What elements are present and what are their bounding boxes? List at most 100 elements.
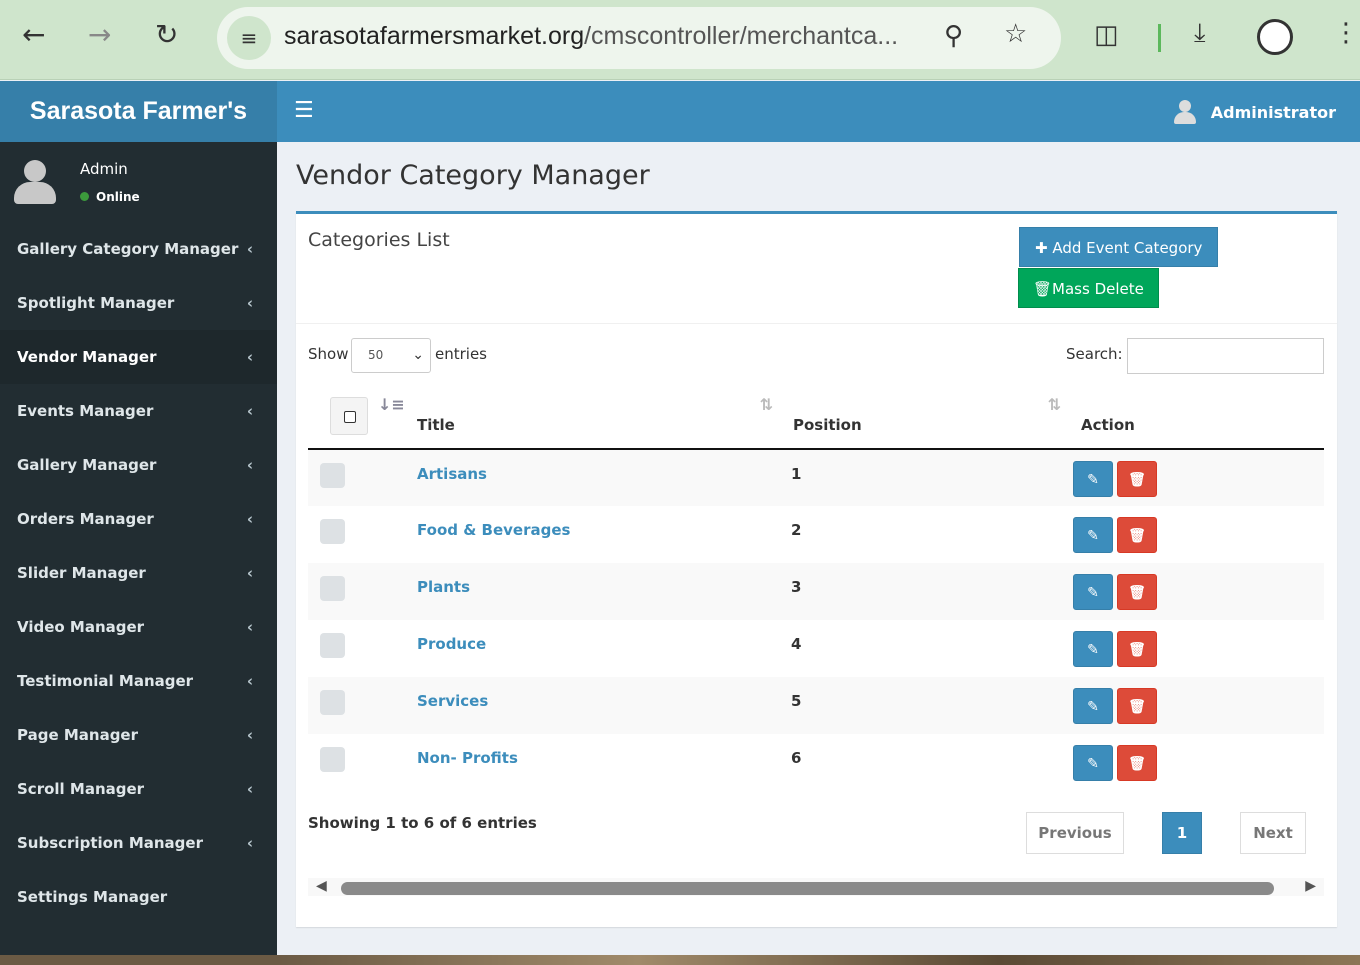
user-avatar-icon <box>1173 100 1197 124</box>
sidebar-item[interactable]: Video Manager ‹ <box>0 600 277 654</box>
sidebar-item[interactable]: Gallery Category Manager ‹ <box>0 222 277 276</box>
user-menu[interactable]: Administrator <box>1173 100 1336 124</box>
category-title-link[interactable]: Services <box>417 692 489 710</box>
sidebar-item[interactable]: Settings Manager <box>0 870 277 924</box>
delete-button[interactable]: 🗑 <box>1117 574 1157 610</box>
download-icon[interactable]: ⤓ <box>1194 18 1206 48</box>
row-checkbox[interactable] <box>320 576 345 601</box>
scroll-right-icon[interactable]: ▶ <box>1305 878 1316 894</box>
table-row: Non- Profits 6 ✎ 🗑 <box>308 734 1324 791</box>
sidebar-item[interactable]: Gallery Manager ‹ <box>0 438 277 492</box>
forward-icon[interactable]: → <box>88 18 112 51</box>
delete-button[interactable]: 🗑 <box>1117 461 1157 497</box>
delete-button[interactable]: 🗑 <box>1117 631 1157 667</box>
sidebar: Admin Online Gallery Category Manager ‹ Sp… <box>0 142 277 965</box>
edit-button[interactable]: ✎ <box>1073 574 1113 610</box>
hamburger-menu-icon[interactable]: ☰ <box>294 98 314 123</box>
select-all-checkbox[interactable] <box>330 397 368 435</box>
user-panel: Admin Online <box>0 142 277 222</box>
scrollbar-thumb[interactable] <box>341 882 1274 895</box>
row-checkbox[interactable] <box>320 463 345 488</box>
status-label: Online <box>96 190 140 204</box>
edit-button[interactable]: ✎ <box>1073 688 1113 724</box>
row-checkbox[interactable] <box>320 690 345 715</box>
add-event-category-button[interactable]: ✚ Add Event Category <box>1019 227 1219 267</box>
chevron-left-icon: ‹ <box>246 834 253 852</box>
sidebar-item-label: Orders Manager <box>17 510 154 528</box>
position-value: 4 <box>791 635 802 653</box>
entries-select[interactable]: 50 ⌄ <box>351 338 431 373</box>
zoom-icon[interactable]: ⚲ <box>944 21 964 51</box>
sidebar-item[interactable]: Subscription Manager ‹ <box>0 816 277 870</box>
edit-button[interactable]: ✎ <box>1073 745 1113 781</box>
trash-icon: 🗑 <box>1033 280 1053 298</box>
delete-button[interactable]: 🗑 <box>1117 517 1157 553</box>
edit-button[interactable]: ✎ <box>1073 517 1113 553</box>
action-header-label: Action <box>1081 416 1135 434</box>
delete-button[interactable]: 🗑 <box>1117 745 1157 781</box>
chevron-left-icon: ‹ <box>246 564 253 582</box>
search-label: Search: <box>1066 345 1123 363</box>
tab-search-icon[interactable]: ◫ <box>1094 20 1119 50</box>
sidebar-item[interactable]: Slider Manager ‹ <box>0 546 277 600</box>
sort-asc-icon[interactable]: ↓≡ <box>378 395 405 414</box>
chevron-left-icon: ‹ <box>246 510 253 528</box>
edit-button[interactable]: ✎ <box>1073 461 1113 497</box>
mass-delete-button[interactable]: 🗑Mass Delete <box>1018 268 1159 308</box>
categories-table: ↓≡ Title ⇅ Position ⇅ Action Artisans 1 ✎ 🗑… <box>308 387 1324 791</box>
chevron-left-icon: ‹ <box>246 780 253 798</box>
edit-icon: ✎ <box>1087 756 1099 772</box>
position-value: 1 <box>791 465 802 483</box>
table-row: Food & Beverages 2 ✎ 🗑 <box>308 506 1324 563</box>
trash-icon: 🗑 <box>1128 472 1146 488</box>
table-row: Plants 3 ✎ 🗑 <box>308 563 1324 620</box>
profile-avatar-icon[interactable] <box>1257 19 1293 55</box>
delete-button[interactable]: 🗑 <box>1117 688 1157 724</box>
more-menu-icon[interactable]: ⋮ <box>1333 18 1359 48</box>
bookmark-star-icon[interactable]: ☆ <box>1004 19 1028 49</box>
brand-logo[interactable]: Sarasota Farmer's <box>0 81 277 142</box>
position-header-label: Position <box>793 416 862 434</box>
mass-delete-label: Mass Delete <box>1052 280 1144 298</box>
chevron-left-icon: ‹ <box>246 402 253 420</box>
edit-icon: ✎ <box>1087 472 1099 488</box>
sidebar-item[interactable]: Vendor Manager ‹ <box>0 330 277 384</box>
sidebar-item-label: Vendor Manager <box>17 348 157 366</box>
browser-toolbar: ← → ↻ ≡ sarasotafarmersmarket.org/cmscon… <box>0 0 1360 80</box>
next-button[interactable]: Next <box>1240 812 1306 854</box>
position-value: 6 <box>791 749 802 767</box>
category-title-link[interactable]: Produce <box>417 635 487 653</box>
row-checkbox[interactable] <box>320 633 345 658</box>
chevron-left-icon: ‹ <box>246 726 253 744</box>
sidebar-item[interactable]: Spotlight Manager ‹ <box>0 276 277 330</box>
search-input[interactable] <box>1127 338 1324 374</box>
back-icon[interactable]: ← <box>22 18 46 51</box>
previous-button[interactable]: Previous <box>1026 812 1124 854</box>
title-header[interactable]: Title ⇅ <box>417 387 793 450</box>
category-title-link[interactable]: Plants <box>417 578 471 596</box>
edit-button[interactable]: ✎ <box>1073 631 1113 667</box>
scroll-left-icon[interactable]: ◀ <box>316 878 327 894</box>
horizontal-scrollbar[interactable]: ◀ ▶ <box>308 878 1324 896</box>
sidebar-item[interactable]: Testimonial Manager ‹ <box>0 654 277 708</box>
category-title-link[interactable]: Artisans <box>417 465 487 483</box>
category-title-link[interactable]: Non- Profits <box>417 749 518 767</box>
sidebar-item[interactable]: Events Manager ‹ <box>0 384 277 438</box>
user-panel-name: Admin <box>80 160 128 178</box>
reload-icon[interactable]: ↻ <box>155 18 179 51</box>
sidebar-item-label: Video Manager <box>17 618 145 636</box>
sidebar-item[interactable]: Scroll Manager ‹ <box>0 762 277 816</box>
sidebar-item[interactable]: Page Manager ‹ <box>0 708 277 762</box>
page-1-button[interactable]: 1 <box>1162 812 1202 854</box>
sidebar-item[interactable]: Orders Manager ‹ <box>0 492 277 546</box>
row-checkbox[interactable] <box>320 519 345 544</box>
chevron-left-icon: ‹ <box>246 618 253 636</box>
address-bar[interactable]: ≡ sarasotafarmersmarket.org/cmscontrolle… <box>217 7 1061 69</box>
title-header-label: Title <box>417 416 455 434</box>
user-status: Online <box>80 190 140 204</box>
row-checkbox[interactable] <box>320 747 345 772</box>
position-header[interactable]: Position ⇅ <box>793 387 1081 450</box>
site-settings-icon[interactable]: ≡ <box>227 16 271 60</box>
divider <box>1158 24 1161 52</box>
category-title-link[interactable]: Food & Beverages <box>417 521 571 539</box>
